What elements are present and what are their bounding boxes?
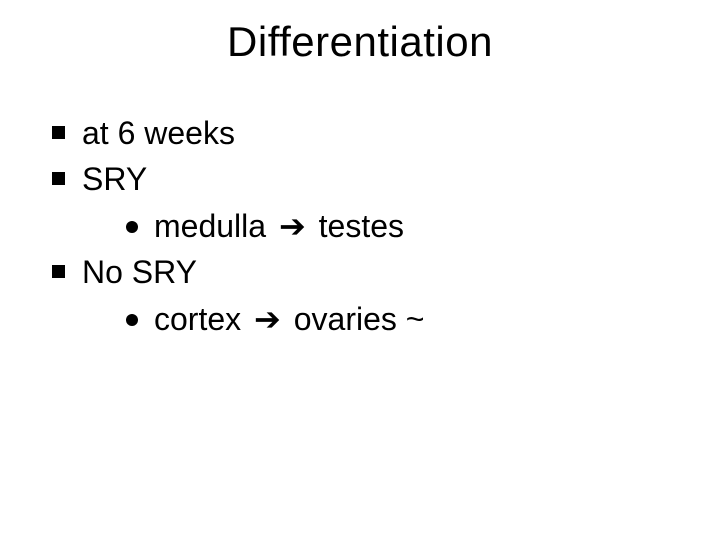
bullet-item: No SRY cortex ➔ ovaries ~ bbox=[48, 249, 672, 342]
slide-title: Differentiation bbox=[0, 0, 720, 66]
bullet-text: SRY bbox=[82, 161, 147, 197]
bullet-text: at 6 weeks bbox=[82, 115, 235, 151]
arrow-icon: ➔ bbox=[275, 203, 310, 249]
arrow-icon: ➔ bbox=[250, 296, 285, 342]
sub-bullet-list: medulla ➔ testes bbox=[82, 203, 672, 249]
slide: Differentiation at 6 weeks SRY medulla ➔… bbox=[0, 0, 720, 540]
sub-bullet-before: cortex bbox=[154, 301, 241, 337]
sub-bullet-item: cortex ➔ ovaries ~ bbox=[124, 296, 672, 342]
bullet-item: SRY medulla ➔ testes bbox=[48, 156, 672, 249]
sub-bullet-item: medulla ➔ testes bbox=[124, 203, 672, 249]
sub-bullet-after: ovaries ~ bbox=[294, 301, 425, 337]
slide-content: at 6 weeks SRY medulla ➔ testes No SRY c… bbox=[48, 110, 672, 342]
bullet-list: at 6 weeks SRY medulla ➔ testes No SRY c… bbox=[48, 110, 672, 342]
bullet-item: at 6 weeks bbox=[48, 110, 672, 156]
sub-bullet-list: cortex ➔ ovaries ~ bbox=[82, 296, 672, 342]
sub-bullet-after: testes bbox=[319, 208, 404, 244]
bullet-text: No SRY bbox=[82, 254, 197, 290]
sub-bullet-before: medulla bbox=[154, 208, 266, 244]
